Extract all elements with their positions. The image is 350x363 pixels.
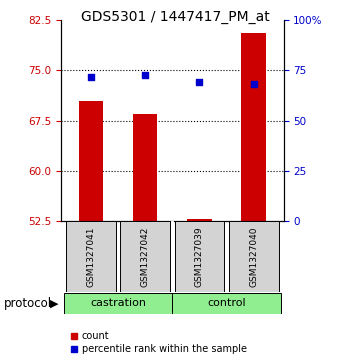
Bar bbox=[79, 101, 103, 221]
Text: castration: castration bbox=[90, 298, 146, 309]
Text: GSM1327040: GSM1327040 bbox=[249, 227, 258, 287]
Bar bbox=[66, 221, 116, 292]
Point bbox=[142, 73, 148, 78]
Legend: count, percentile rank within the sample: count, percentile rank within the sample bbox=[66, 327, 251, 358]
Point bbox=[197, 79, 202, 85]
Text: GSM1327042: GSM1327042 bbox=[141, 227, 150, 287]
Text: GSM1327041: GSM1327041 bbox=[86, 227, 96, 287]
Text: GSM1327039: GSM1327039 bbox=[195, 227, 204, 287]
Point bbox=[88, 74, 94, 80]
Bar bbox=[172, 293, 281, 314]
Bar bbox=[241, 33, 266, 221]
Text: protocol: protocol bbox=[4, 297, 52, 310]
Text: GDS5301 / 1447417_PM_at: GDS5301 / 1447417_PM_at bbox=[80, 10, 270, 24]
Bar bbox=[120, 221, 170, 292]
Bar bbox=[229, 221, 279, 292]
Point bbox=[251, 82, 257, 87]
Text: ▶: ▶ bbox=[50, 298, 58, 309]
Bar bbox=[175, 221, 224, 292]
Bar bbox=[133, 114, 158, 221]
Bar bbox=[64, 293, 172, 314]
Text: control: control bbox=[207, 298, 246, 309]
Bar bbox=[187, 219, 212, 221]
